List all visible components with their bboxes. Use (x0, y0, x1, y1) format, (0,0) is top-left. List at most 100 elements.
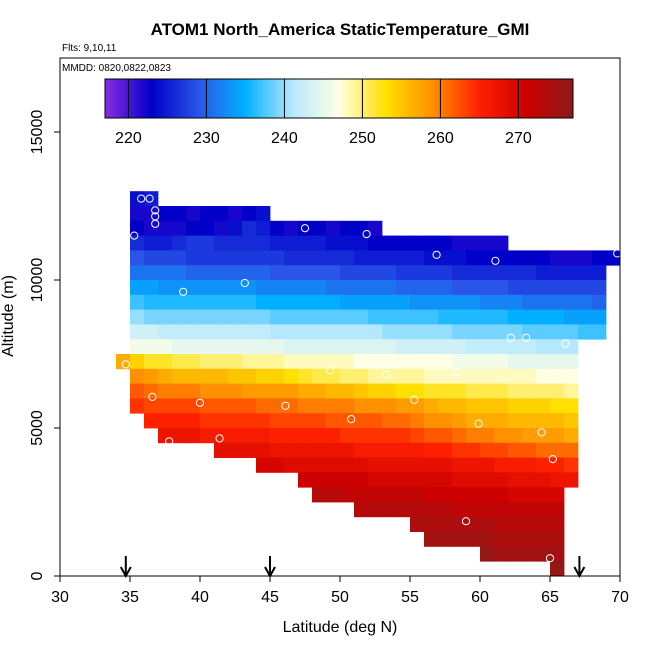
heatmap-cell (228, 368, 243, 384)
heatmap-cell (480, 294, 495, 310)
heatmap-cell (340, 339, 355, 355)
heatmap-cell (536, 516, 551, 532)
sample-point (148, 392, 157, 401)
heatmap-cell (438, 265, 453, 281)
heatmap-cell (298, 428, 313, 444)
heatmap-cell (312, 250, 327, 266)
colorbar-tick-label: 250 (349, 130, 376, 147)
heatmap-cell (326, 324, 341, 340)
heatmap-cell (522, 265, 537, 281)
heatmap-cell (340, 383, 355, 399)
heatmap-cell (144, 339, 159, 355)
heatmap-cell (410, 383, 425, 399)
heatmap-cell (368, 235, 383, 251)
heatmap-cell (158, 220, 173, 236)
heatmap-cell (144, 280, 159, 296)
heatmap-cell (522, 309, 537, 325)
heatmap-cell (284, 428, 299, 444)
heatmap-cell (354, 324, 369, 340)
heatmap-cell (438, 339, 453, 355)
heatmap-cell (200, 339, 215, 355)
colorbar-tick-label: 270 (505, 130, 532, 147)
heatmap-cell (242, 324, 257, 340)
sample-points (121, 194, 622, 563)
sample-point (545, 554, 555, 563)
heatmap-cell (172, 383, 187, 399)
heatmap-cell (242, 368, 257, 384)
heatmap-cell (536, 487, 551, 503)
heatmap-cell (186, 220, 201, 236)
heatmap-cell (494, 546, 509, 562)
heatmap-cell (326, 265, 341, 281)
heatmap-cell (158, 235, 173, 251)
heatmap-cell (452, 413, 467, 429)
heatmap-cell (270, 324, 285, 340)
heatmap-cell (256, 294, 271, 310)
heatmap-cell (186, 206, 201, 222)
heatmap-cell (214, 220, 229, 236)
heatmap-cell (284, 280, 299, 296)
heatmap-cell (270, 265, 285, 281)
heatmap-cell (130, 280, 145, 296)
heatmap-cell (522, 339, 537, 355)
heatmap-cell (578, 265, 593, 281)
heatmap-cell (130, 294, 145, 310)
heatmap-cell (312, 294, 327, 310)
heatmap-cell (480, 531, 495, 547)
heatmap-cell (508, 428, 523, 444)
heatmap-cell (410, 294, 425, 310)
heatmap-cell (466, 428, 481, 444)
heatmap-cell (452, 531, 467, 547)
heatmap-cell (172, 413, 187, 429)
heatmap-cell (228, 442, 243, 458)
heatmap-cell (326, 442, 341, 458)
heatmap-cell (494, 457, 509, 473)
heatmap-cell (522, 516, 537, 532)
heatmap-cell (578, 324, 593, 340)
heatmap-cell (312, 472, 327, 488)
heatmap-cell (214, 428, 229, 444)
colorbar-gradient (104, 78, 574, 119)
heatmap-cell (564, 324, 579, 340)
heatmap-cell (550, 383, 565, 399)
heatmap-cell (312, 324, 327, 340)
heatmap-cell (158, 354, 173, 370)
heatmap-cell (550, 487, 565, 503)
heatmap-cell (382, 294, 397, 310)
heatmap-cell (410, 250, 425, 266)
heatmap-cell (550, 428, 565, 444)
down-arrow-icon (573, 556, 586, 579)
heatmap-cell (382, 235, 397, 251)
heatmap-cell (172, 250, 187, 266)
heatmap-cell (326, 457, 341, 473)
heatmap-cell (368, 457, 383, 473)
heatmap-cell (340, 265, 355, 281)
heatmap-cell (284, 457, 299, 473)
heatmap-cell (494, 502, 509, 518)
heatmap-cell (424, 265, 439, 281)
heatmap-cell (396, 398, 411, 414)
heatmap-cell (466, 265, 481, 281)
x-tick-label: 30 (51, 589, 69, 606)
flight-markers (119, 556, 586, 579)
heatmap-cell (452, 280, 467, 296)
heatmap-cell (396, 442, 411, 458)
heatmap-cell (326, 235, 341, 251)
heatmap-cell (354, 502, 369, 518)
heatmap-cell (452, 265, 467, 281)
heatmap-cell (536, 502, 551, 518)
heatmap-cell (480, 428, 495, 444)
heatmap-cell (172, 324, 187, 340)
heatmap-cell (144, 413, 159, 429)
heatmap-cell (158, 309, 173, 325)
heatmap-cell (508, 546, 523, 562)
heatmap-cell (508, 531, 523, 547)
heatmap-cell (550, 339, 565, 355)
heatmap-cell (354, 250, 369, 266)
heatmap-cell (326, 294, 341, 310)
heatmap-cell (452, 428, 467, 444)
y-tick-label: 0 (29, 571, 46, 580)
heatmap-cell (424, 502, 439, 518)
heatmap-cell (452, 457, 467, 473)
heatmap-cell (396, 250, 411, 266)
